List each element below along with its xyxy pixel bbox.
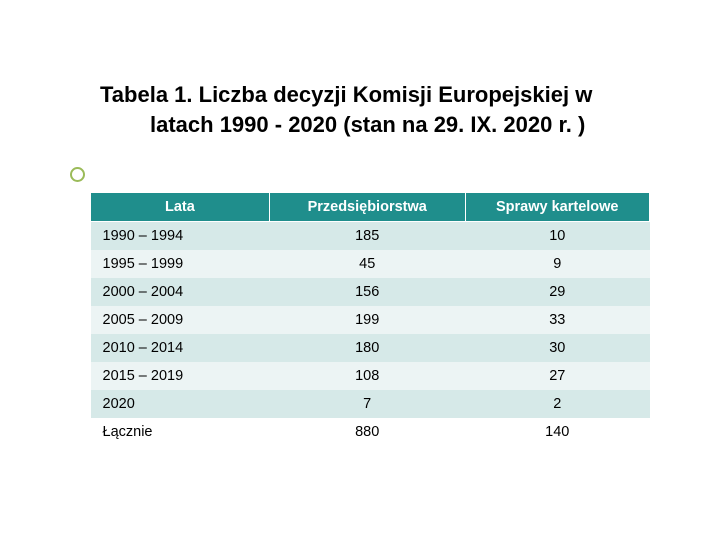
table-row-total: Łącznie 880 140 bbox=[91, 418, 650, 446]
cell-val: 180 bbox=[269, 334, 465, 362]
col-header-sprawy: Sprawy kartelowe bbox=[465, 193, 649, 222]
bullet-icon bbox=[70, 167, 85, 182]
table-row: 2020 7 2 bbox=[91, 390, 650, 418]
cell-val: 9 bbox=[465, 250, 649, 278]
table-row: 2005 – 2009 199 33 bbox=[91, 306, 650, 334]
page-title: Tabela 1. Liczba decyzji Komisji Europej… bbox=[100, 80, 640, 139]
cell-val: 140 bbox=[465, 418, 649, 446]
col-header-lata: Lata bbox=[91, 193, 270, 222]
col-header-przedsiebiorstwa: Przedsiębiorstwa bbox=[269, 193, 465, 222]
cell-val: 156 bbox=[269, 278, 465, 306]
cell-val: 185 bbox=[269, 222, 465, 251]
data-table: Lata Przedsiębiorstwa Sprawy kartelowe 1… bbox=[90, 192, 650, 446]
cell-val: 880 bbox=[269, 418, 465, 446]
cell-lata: 2010 – 2014 bbox=[91, 334, 270, 362]
cell-val: 7 bbox=[269, 390, 465, 418]
cell-lata: Łącznie bbox=[91, 418, 270, 446]
cell-val: 108 bbox=[269, 362, 465, 390]
title-line1: Tabela 1. Liczba decyzji Komisji Europej… bbox=[100, 82, 592, 107]
cell-val: 33 bbox=[465, 306, 649, 334]
cell-lata: 2005 – 2009 bbox=[91, 306, 270, 334]
cell-val: 30 bbox=[465, 334, 649, 362]
cell-lata: 1995 – 1999 bbox=[91, 250, 270, 278]
table-header-row: Lata Przedsiębiorstwa Sprawy kartelowe bbox=[91, 193, 650, 222]
table-row: 2015 – 2019 108 27 bbox=[91, 362, 650, 390]
cell-lata: 2020 bbox=[91, 390, 270, 418]
cell-lata: 2000 – 2004 bbox=[91, 278, 270, 306]
table-row: 2000 – 2004 156 29 bbox=[91, 278, 650, 306]
cell-val: 10 bbox=[465, 222, 649, 251]
cell-val: 2 bbox=[465, 390, 649, 418]
cell-val: 199 bbox=[269, 306, 465, 334]
cell-val: 45 bbox=[269, 250, 465, 278]
table-row: 1990 – 1994 185 10 bbox=[91, 222, 650, 251]
cell-val: 27 bbox=[465, 362, 649, 390]
table-row: 1995 – 1999 45 9 bbox=[91, 250, 650, 278]
cell-lata: 1990 – 1994 bbox=[91, 222, 270, 251]
title-line2: latach 1990 - 2020 (stan na 29. IX. 2020… bbox=[100, 110, 640, 140]
cell-val: 29 bbox=[465, 278, 649, 306]
cell-lata: 2015 – 2019 bbox=[91, 362, 270, 390]
table-row: 2010 – 2014 180 30 bbox=[91, 334, 650, 362]
